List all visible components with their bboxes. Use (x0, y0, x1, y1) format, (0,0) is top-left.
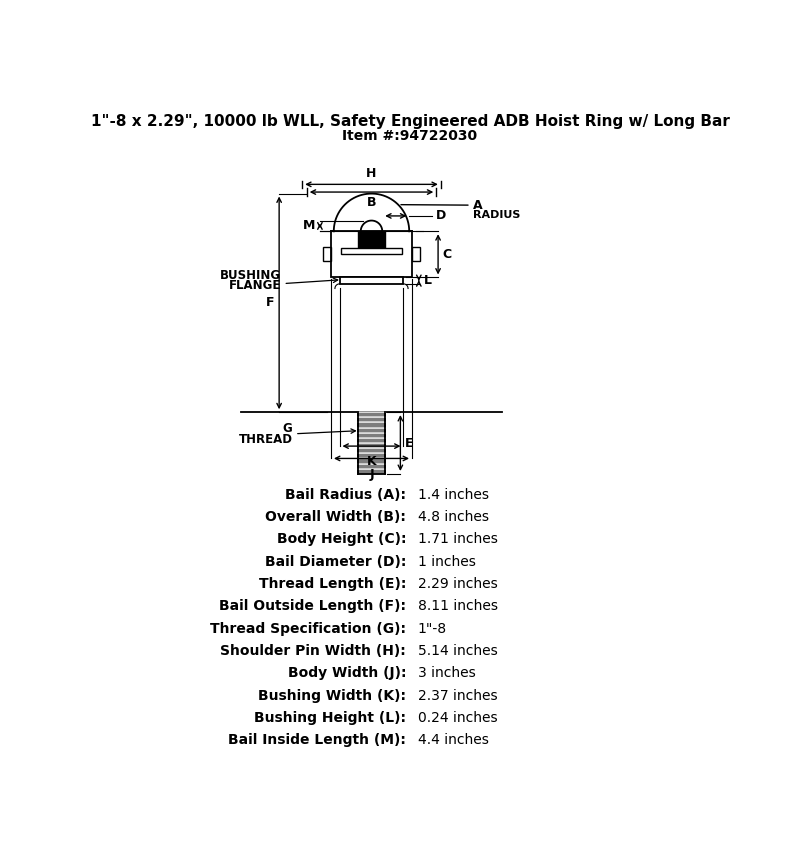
Text: BUSHING: BUSHING (220, 268, 281, 281)
Bar (331, 232, 412, 278)
Text: 1"-8: 1"-8 (418, 621, 447, 635)
Bar (358, 412, 385, 474)
Text: Thread Specification (G):: Thread Specification (G): (210, 621, 406, 635)
Text: 0.24 inches: 0.24 inches (418, 711, 498, 725)
Text: FLANGE: FLANGE (229, 279, 281, 293)
Bar (341, 248, 402, 254)
Text: M: M (303, 220, 315, 233)
Text: Overall Width (B):: Overall Width (B): (266, 510, 406, 524)
Text: 1"-8 x 2.29", 10000 lb WLL, Safety Engineered ADB Hoist Ring w/ Long Bar: 1"-8 x 2.29", 10000 lb WLL, Safety Engin… (90, 115, 730, 129)
Text: Item #:94722030: Item #:94722030 (342, 128, 478, 143)
Text: Bail Radius (A):: Bail Radius (A): (285, 488, 406, 502)
Bar (412, 247, 420, 261)
Text: Body Width (J):: Body Width (J): (288, 667, 406, 681)
Bar (358, 232, 385, 248)
Text: 1 inches: 1 inches (418, 555, 475, 569)
Text: 8.11 inches: 8.11 inches (418, 599, 498, 614)
Text: Thread Length (E):: Thread Length (E): (258, 577, 406, 591)
Text: Bail Inside Length (M):: Bail Inside Length (M): (228, 733, 406, 747)
Text: 1.71 inches: 1.71 inches (418, 532, 498, 546)
Text: K: K (366, 456, 376, 469)
Text: L: L (423, 274, 431, 287)
Text: C: C (442, 248, 452, 261)
Text: Shoulder Pin Width (H):: Shoulder Pin Width (H): (221, 644, 406, 658)
Text: E: E (405, 437, 414, 450)
Text: 1.4 inches: 1.4 inches (418, 488, 489, 502)
Bar (339, 278, 403, 284)
Text: 2.29 inches: 2.29 inches (418, 577, 498, 591)
Text: B: B (366, 196, 376, 209)
Text: G: G (283, 422, 293, 435)
Text: Bushing Width (K):: Bushing Width (K): (258, 688, 406, 702)
Text: Bail Diameter (D):: Bail Diameter (D): (265, 555, 406, 569)
Text: D: D (435, 209, 446, 222)
Bar (323, 247, 331, 261)
Text: 5.14 inches: 5.14 inches (418, 644, 498, 658)
Text: 2.37 inches: 2.37 inches (418, 688, 498, 702)
Text: H: H (366, 167, 377, 180)
Text: Body Height (C):: Body Height (C): (277, 532, 406, 546)
Text: F: F (266, 296, 274, 309)
Text: THREAD: THREAD (238, 432, 293, 445)
Text: RADIUS: RADIUS (473, 210, 521, 220)
Text: 4.4 inches: 4.4 inches (418, 733, 489, 747)
Text: 4.8 inches: 4.8 inches (418, 510, 489, 524)
Text: 3 inches: 3 inches (418, 667, 475, 681)
Text: J: J (369, 468, 374, 481)
Text: Bail Outside Length (F):: Bail Outside Length (F): (219, 599, 406, 614)
Text: A: A (473, 199, 482, 212)
Text: Bushing Height (L):: Bushing Height (L): (254, 711, 406, 725)
